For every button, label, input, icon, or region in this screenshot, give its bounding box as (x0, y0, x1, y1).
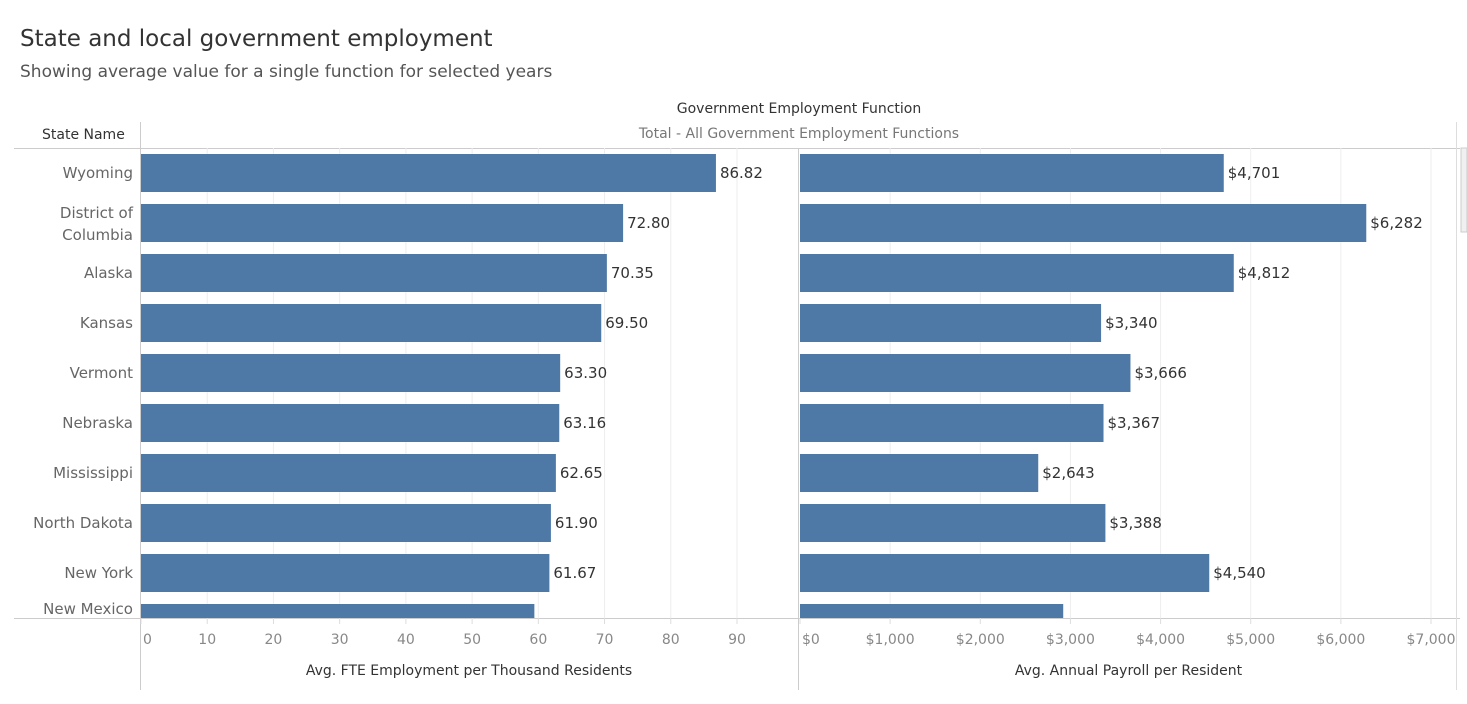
bar (800, 404, 1104, 442)
bar (141, 604, 535, 618)
bar (141, 404, 560, 442)
tick-label: $7,000 (1407, 632, 1456, 648)
data-label: 72.80 (627, 214, 670, 232)
tick-label: $0 (802, 632, 820, 648)
row-label: Columbia (62, 226, 133, 244)
bar (800, 504, 1106, 542)
tick-label: $4,000 (1136, 632, 1185, 648)
tick-label: 30 (331, 632, 349, 648)
data-label: $3,666 (1134, 364, 1187, 382)
data-label: 61.67 (553, 564, 596, 582)
row-label: Wyoming (63, 164, 133, 182)
bar (141, 454, 556, 492)
chart-title: State and local government employment (20, 26, 493, 52)
data-label: 61.90 (555, 514, 598, 532)
data-label: $3,340 (1105, 314, 1158, 332)
plot-area: $4,701 $6,282 $4,812 $3,340 $3,666 $3,367 $2,6… (800, 148, 1432, 618)
data-label: $6,282 (1370, 214, 1423, 232)
row-label: Vermont (70, 364, 134, 382)
tick-label: $2,000 (956, 632, 1005, 648)
data-label: $3,367 (1108, 414, 1161, 432)
row-label: North Dakota (33, 514, 133, 532)
tick-label: 70 (596, 632, 614, 648)
axis-title: Avg. FTE Employment per Thousand Residen… (306, 663, 632, 679)
bar (800, 454, 1039, 492)
tick-label: 50 (463, 632, 481, 648)
tick-label: 40 (397, 632, 415, 648)
row-label: Mississippi (53, 464, 133, 482)
row-header: State Name (42, 127, 125, 143)
bar (800, 604, 1064, 618)
row-label: Kansas (80, 314, 133, 332)
tick-label: 0 (143, 632, 152, 648)
tick-label: 20 (265, 632, 283, 648)
data-label: 63.30 (564, 364, 607, 382)
bar (800, 254, 1234, 292)
bar (141, 504, 551, 542)
tick-label: 80 (662, 632, 680, 648)
data-label: $2,643 (1042, 464, 1095, 482)
bar (800, 204, 1367, 242)
row-label: Nebraska (62, 414, 133, 432)
data-label: 69.50 (605, 314, 648, 332)
data-label: $4,812 (1238, 264, 1291, 282)
bar (800, 354, 1131, 392)
bar (141, 254, 607, 292)
data-label: $4,540 (1213, 564, 1266, 582)
bar (800, 154, 1224, 192)
data-label: $4,701 (1228, 164, 1281, 182)
data-label: $3,388 (1109, 514, 1162, 532)
row-label: District of (60, 204, 134, 222)
tick-label: 90 (728, 632, 746, 648)
bar (141, 354, 561, 392)
axis-title: Avg. Annual Payroll per Resident (1015, 663, 1243, 679)
row-label: New York (64, 564, 133, 582)
bar (141, 154, 716, 192)
tick-label: $5,000 (1226, 632, 1275, 648)
data-label: 70.35 (611, 264, 654, 282)
scrollbar[interactable] (1460, 147, 1467, 233)
tick-label: 60 (529, 632, 547, 648)
bar (141, 304, 602, 342)
column-value: Total - All Government Employment Functi… (638, 126, 960, 142)
plot-area: 86.82 72.80 70.35 69.50 63.30 63.16 62.65 61.90… (141, 148, 763, 618)
tick-label: $6,000 (1316, 632, 1365, 648)
data-label: 62.65 (560, 464, 603, 482)
tick-label: $3,000 (1046, 632, 1095, 648)
chart-subtitle: Showing average value for a single funct… (20, 62, 553, 82)
bar (800, 304, 1102, 342)
row-label: Alaska (84, 264, 133, 282)
tick-label: $1,000 (866, 632, 915, 648)
column-header: Government Employment Function (676, 101, 922, 117)
data-label: 63.16 (563, 414, 606, 432)
bar (800, 554, 1210, 592)
bar (141, 204, 624, 242)
bar (141, 554, 550, 592)
tick-label: 10 (198, 632, 216, 648)
row-label: New Mexico (43, 600, 133, 618)
data-label: 86.82 (720, 164, 763, 182)
